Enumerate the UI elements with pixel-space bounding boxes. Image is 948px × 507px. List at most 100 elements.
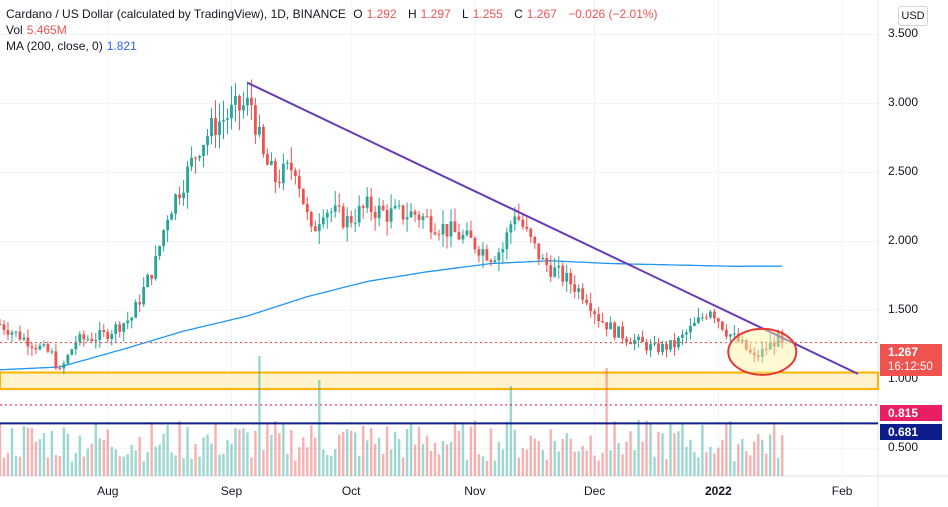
volume-bar <box>561 438 564 476</box>
candle-body <box>625 338 628 342</box>
candle-body <box>214 118 217 135</box>
candle-body <box>497 252 501 261</box>
candle-body <box>126 320 130 324</box>
volume-bar <box>601 452 604 476</box>
candle-body <box>581 288 585 300</box>
chart-legend-title-row: Cardano / US Dollar (calculated by Tradi… <box>6 6 662 22</box>
volume-bar <box>42 433 46 476</box>
volume-bar <box>525 449 528 476</box>
volume-bar <box>437 454 441 476</box>
volume-bar <box>170 452 173 476</box>
candle-body <box>38 345 42 350</box>
volume-bar <box>609 450 612 476</box>
candle-body <box>230 104 233 119</box>
candle-body <box>78 334 82 342</box>
volume-bar <box>481 456 485 476</box>
candle-body <box>457 232 461 240</box>
volume-bar <box>178 420 181 476</box>
candle-body <box>633 339 636 345</box>
volume-bar <box>401 457 405 476</box>
candle-body <box>162 230 166 247</box>
volume-bar <box>357 455 361 476</box>
candle-body <box>361 206 365 208</box>
volume-bar <box>330 455 333 476</box>
currency-button[interactable]: USD <box>898 6 928 26</box>
candle-body <box>134 302 138 318</box>
volume-bar <box>581 445 584 476</box>
volume-bar <box>118 456 121 476</box>
volume-bar <box>461 422 465 476</box>
candle-body <box>190 157 193 167</box>
volume-bar <box>202 437 205 476</box>
volume-bar <box>166 424 169 476</box>
volume-bar <box>705 452 708 476</box>
volume-bar <box>641 441 644 476</box>
ma-legend[interactable]: MA (200, close, 0) 1.821 <box>6 38 141 54</box>
candle-body <box>413 211 417 215</box>
volume-bar <box>110 446 113 476</box>
support-level-tag-815: 0.815 <box>880 405 942 421</box>
candle-body <box>178 194 181 199</box>
volume-bar <box>254 430 257 476</box>
candle-body <box>617 326 620 338</box>
candle-body <box>265 154 269 165</box>
volume-bar <box>206 434 209 476</box>
candle-body <box>621 326 624 339</box>
volume-bar <box>310 425 313 476</box>
candle-body <box>537 243 541 260</box>
volume-bar <box>250 457 253 476</box>
candle-body <box>170 213 174 220</box>
candle-body <box>465 230 469 235</box>
volume-bar <box>765 453 768 476</box>
volume-bar <box>573 451 576 476</box>
volume-bar <box>226 440 229 476</box>
candle-body <box>605 322 609 330</box>
candle-body <box>645 342 648 351</box>
candle-body <box>453 221 457 233</box>
volume-bar <box>150 421 153 476</box>
candle-body <box>649 344 652 351</box>
volume-bar <box>469 426 473 476</box>
candle-body <box>513 216 517 225</box>
candle-body <box>477 249 481 256</box>
candle-body <box>154 256 158 279</box>
candle-body <box>301 188 305 204</box>
candle-body <box>573 284 577 292</box>
candle-body <box>401 205 405 220</box>
candle-body <box>637 336 640 340</box>
candle-body <box>0 324 2 326</box>
volume-bar <box>473 420 477 476</box>
candle-body <box>609 322 613 330</box>
volume-bar <box>102 439 105 476</box>
volume-legend[interactable]: Vol 5.465M <box>6 22 71 38</box>
candle-body <box>14 331 18 333</box>
volume-bar <box>346 429 349 476</box>
candle-body <box>309 212 313 227</box>
symbol-title[interactable]: Cardano / US Dollar (calculated by Tradi… <box>6 7 346 21</box>
candle-body <box>653 343 656 345</box>
volume-bar <box>545 459 548 476</box>
candle-body <box>545 258 549 266</box>
volume-bar <box>30 427 34 476</box>
candle-body <box>541 258 545 260</box>
candle-body <box>146 274 150 288</box>
candle-body <box>142 287 146 305</box>
volume-bar <box>749 455 752 476</box>
candle-body <box>569 272 573 285</box>
candle-body <box>441 224 445 235</box>
candle-body <box>669 340 672 350</box>
candle-body <box>397 205 401 207</box>
price-tick-label: 3.500 <box>888 26 919 41</box>
volume-bar <box>409 422 413 476</box>
candle-body <box>716 318 720 322</box>
candle-body <box>533 236 537 244</box>
volume-bar <box>681 423 684 476</box>
volume-bar <box>513 429 517 476</box>
candle-body <box>445 224 449 237</box>
volume-bar <box>365 440 369 476</box>
time-tick-label: Oct <box>341 484 361 498</box>
volume-bar <box>585 450 588 476</box>
last-price-tag: 1.267 16:12:50 <box>880 344 942 376</box>
volume-bar <box>417 427 421 476</box>
